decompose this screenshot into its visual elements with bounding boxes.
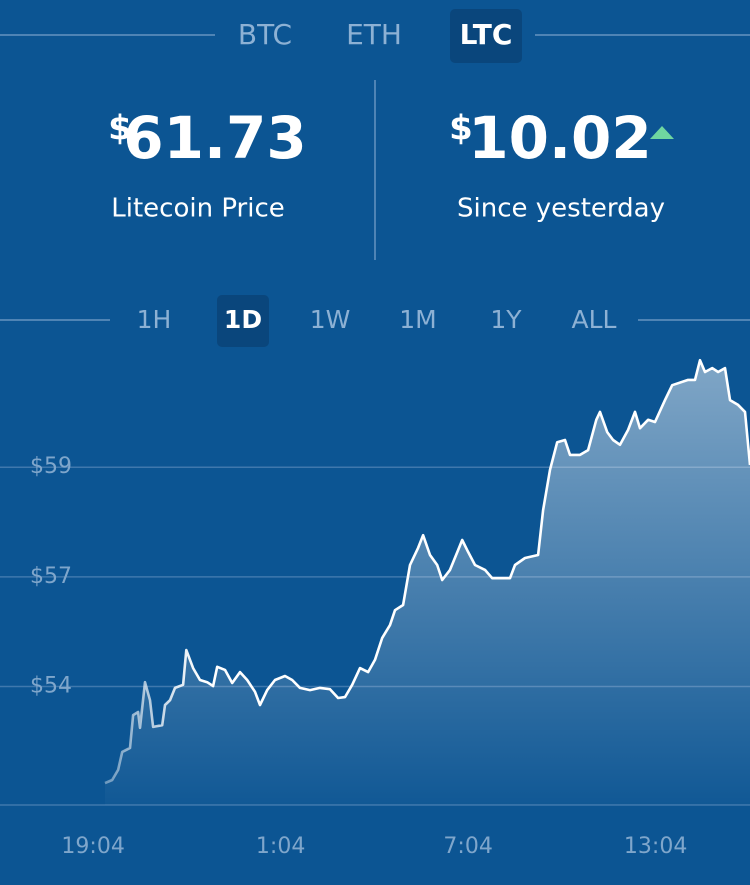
range-tab[interactable]: 1D (224, 305, 262, 334)
y-tick-label: $59 (30, 454, 72, 479)
x-tick-label: 19:04 (61, 834, 124, 859)
tab-highlight (450, 9, 522, 63)
range-tab[interactable]: 1Y (490, 305, 522, 334)
currency-symbol: $ (449, 109, 473, 149)
x-tick-label: 13:04 (624, 834, 687, 859)
y-tick-label: $54 (30, 674, 72, 699)
range-highlight (217, 295, 269, 347)
price-value: 61.73 (123, 104, 306, 172)
currency-tab[interactable]: ETH (346, 18, 402, 51)
price-label: Litecoin Price (111, 194, 285, 224)
up-arrow (650, 126, 674, 139)
x-tick-label: 7:04 (443, 834, 492, 859)
price-line (104, 358, 750, 785)
range-tab[interactable]: 1H (137, 305, 172, 334)
currency-tab[interactable]: LTC (460, 18, 513, 51)
range-tab[interactable]: ALL (572, 305, 617, 334)
change-value: 10.02 (468, 104, 651, 172)
currency-tab[interactable]: BTC (238, 18, 292, 51)
range-tab[interactable]: 1M (399, 305, 436, 334)
range-tab[interactable]: 1W (310, 305, 351, 334)
x-tick-label: 1:04 (256, 834, 305, 859)
change-label: Since yesterday (457, 194, 665, 224)
y-tick-label: $57 (30, 564, 72, 589)
currency-symbol: $ (108, 109, 132, 149)
